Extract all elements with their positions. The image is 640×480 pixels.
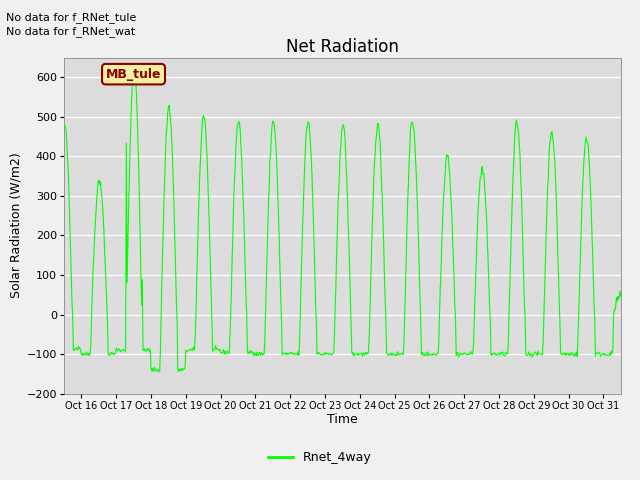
- Text: MB_tule: MB_tule: [106, 68, 161, 81]
- Legend: Rnet_4way: Rnet_4way: [263, 446, 377, 469]
- Text: No data for f_RNet_wat: No data for f_RNet_wat: [6, 26, 136, 37]
- Text: No data for f_RNet_tule: No data for f_RNet_tule: [6, 12, 137, 23]
- Y-axis label: Solar Radiation (W/m2): Solar Radiation (W/m2): [10, 153, 22, 299]
- Title: Net Radiation: Net Radiation: [286, 38, 399, 56]
- X-axis label: Time: Time: [327, 413, 358, 426]
